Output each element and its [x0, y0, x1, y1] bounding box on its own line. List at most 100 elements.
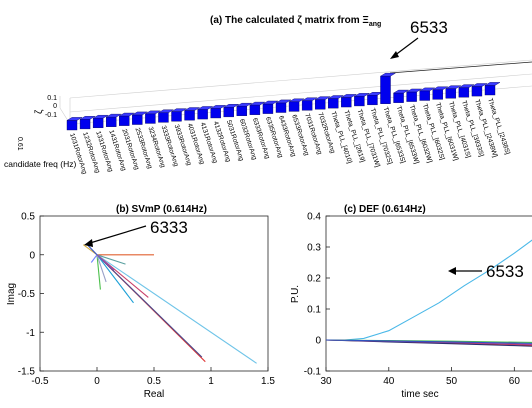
panel-c-series	[325, 239, 532, 347]
zeta-bar	[145, 113, 156, 124]
zeta-bar-top	[340, 94, 358, 98]
panel-a-freq-value: 0.61	[16, 137, 23, 151]
zeta-bar-top	[79, 116, 96, 120]
zeta-bar-top	[366, 92, 384, 96]
zeta-bar-top	[288, 98, 305, 103]
series-line	[326, 239, 532, 341]
zeta-bar-top	[327, 95, 344, 99]
zeta-bar	[92, 118, 104, 129]
series-line	[96, 254, 126, 265]
zeta-bar	[158, 112, 169, 123]
series-line	[96, 254, 101, 290]
zeta-bar-top	[392, 89, 410, 94]
x-tick-label: 1	[208, 376, 214, 387]
panel-b-annotation: 6333	[150, 218, 188, 237]
y-tick-label: 0.4	[307, 212, 321, 223]
y-tick-label: -0.5	[18, 289, 36, 300]
panel-a-xlabel: candidate freq (Hz)	[4, 159, 76, 169]
zeta-bar	[393, 92, 404, 103]
panel-a-arrow	[393, 37, 419, 57]
panel-a-title: (a) The calculated ζ matrix from Ξang	[210, 15, 381, 28]
series-line	[90, 254, 98, 263]
zeta-bar	[197, 109, 208, 120]
zeta-bar	[354, 96, 365, 107]
zeta-bar	[445, 88, 457, 99]
zeta-bar	[119, 115, 130, 126]
y-tick-label: 0.2	[307, 274, 321, 285]
zeta-bar-top	[144, 110, 162, 115]
series-line	[96, 254, 107, 283]
y-tick-label: -0.1	[304, 367, 322, 378]
zeta-bar-top	[183, 107, 201, 111]
zeta-bar-top	[405, 88, 423, 93]
zeta-bar	[484, 85, 496, 96]
zeta-bar	[328, 98, 339, 109]
zeta-bar	[66, 120, 78, 131]
y-tick-label: 0.3	[307, 243, 321, 254]
zeta-bar-top	[92, 115, 109, 119]
zeta-bar-top	[209, 105, 227, 109]
zeta-bar	[236, 105, 248, 116]
zeta-bar-top	[66, 117, 83, 121]
panel-b-arrowhead	[84, 239, 93, 247]
zeta-bar	[275, 102, 287, 113]
zeta-bar	[406, 91, 417, 102]
zeta-bar	[367, 95, 378, 106]
zeta-bar	[223, 107, 234, 118]
panel-a-ztick-1: 0	[53, 103, 57, 110]
panel-b-arrow	[89, 225, 147, 244]
zeta-bar-top	[249, 101, 266, 106]
y-tick-label: 0	[315, 336, 321, 347]
panel-a-ztick-0: 0.1	[47, 95, 57, 102]
panel-c-xlabel: time sec	[401, 389, 438, 400]
panel-c-axes	[325, 215, 532, 372]
panel-b-title: (b) SVmP (0.614Hz)	[116, 204, 207, 215]
series-line	[87, 245, 98, 256]
zeta-bar	[184, 110, 195, 121]
zeta-bar-top	[353, 93, 371, 97]
zeta-bar	[380, 75, 391, 104]
panel-a-annotation: 6533	[410, 18, 448, 37]
zeta-bar-top	[275, 99, 292, 104]
y-tick-label: 0.5	[21, 212, 35, 223]
zeta-bar	[432, 89, 443, 100]
panel-b-ylabel: Imag	[6, 283, 17, 305]
panel-c-arrowhead	[448, 267, 456, 275]
series-line	[96, 254, 115, 271]
series-line	[96, 254, 203, 358]
zeta-bar	[341, 97, 352, 108]
panel-c-title: (c) DEF (0.614Hz)	[344, 204, 426, 215]
x-tick-label: 40	[383, 376, 395, 387]
x-tick-label: 30	[320, 376, 332, 387]
series-line	[325, 339, 532, 344]
zeta-bar-top	[432, 86, 449, 90]
panel-a: (a) The calculated ζ matrix from Ξang 0.…	[4, 15, 532, 175]
panel-a-arrowhead	[390, 51, 399, 59]
zeta-bar	[262, 103, 274, 114]
x-tick-label: 50	[446, 376, 458, 387]
panel-b-series	[82, 244, 257, 364]
x-tick-label: 60	[509, 376, 521, 387]
panel-c-annotation: 6533	[486, 262, 524, 281]
zeta-bar	[171, 111, 182, 122]
zeta-bar-top	[314, 96, 331, 100]
zeta-bar-top	[379, 72, 397, 77]
zeta-bar-top	[262, 100, 279, 105]
zeta-bar	[471, 86, 483, 97]
y-tick-label: 0	[29, 250, 35, 261]
zeta-bar-top	[471, 83, 488, 87]
zeta-bar-top	[458, 84, 475, 88]
series-line	[96, 254, 134, 304]
x-tick-label: 0	[94, 376, 100, 387]
zeta-bar	[210, 108, 221, 119]
zeta-bar-top	[118, 112, 135, 117]
zeta-bar	[301, 100, 313, 111]
panel-c-ylabel: P.U.	[290, 285, 301, 303]
zeta-bar-top	[131, 111, 149, 116]
zeta-bar-top	[223, 104, 240, 108]
zeta-bar	[419, 90, 430, 101]
zeta-bar-top	[418, 87, 436, 92]
zeta-bar-top	[484, 82, 501, 86]
zeta-bar-top	[301, 97, 318, 101]
